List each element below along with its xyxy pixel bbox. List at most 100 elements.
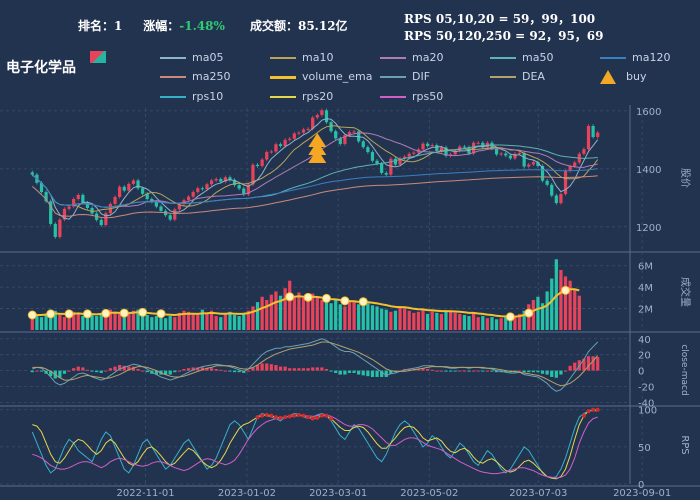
- legend-item-buy[interactable]: buy: [600, 70, 646, 84]
- macd-bar: [219, 369, 223, 371]
- legend-item-dea[interactable]: DEA: [490, 70, 545, 83]
- rps-high-dot: [310, 416, 315, 421]
- volume-bar: [380, 308, 384, 330]
- macd-bar: [352, 370, 356, 373]
- legend-item-rps20[interactable]: rps20: [270, 90, 333, 103]
- candle-body: [228, 177, 232, 180]
- rps-high-dot: [260, 413, 265, 418]
- candle-body: [338, 138, 342, 144]
- volume-bar: [141, 311, 145, 330]
- candle-body: [81, 194, 85, 203]
- candle-body: [481, 142, 485, 148]
- macd-bar: [39, 370, 44, 372]
- macd-bar: [288, 368, 292, 371]
- volume-bar: [283, 288, 287, 330]
- volume-ema-dot: [561, 285, 571, 295]
- macd-bar: [582, 358, 586, 371]
- legend-item-ma250[interactable]: ma250: [160, 70, 230, 83]
- volume-bar: [67, 313, 71, 330]
- buy-marker-icon: [308, 133, 327, 148]
- legend-item-ma120[interactable]: ma120: [600, 51, 670, 64]
- price-tick-label: 1600: [636, 107, 661, 118]
- macd-bar: [145, 370, 149, 373]
- legend-item-ma10[interactable]: ma10: [270, 51, 333, 64]
- price-tick-label: 1200: [636, 223, 661, 234]
- volume-ema-line: [32, 288, 580, 318]
- volume-bar: [347, 301, 352, 330]
- volume-bar: [444, 310, 448, 330]
- legend-item-dif[interactable]: DIF: [380, 70, 430, 83]
- candle-body: [76, 194, 80, 199]
- legend-item-volume-ema[interactable]: volume_ema: [270, 70, 372, 83]
- candle-body: [403, 156, 407, 159]
- volume-bar: [490, 317, 494, 330]
- volume-bar: [228, 311, 232, 330]
- legend-item-rps50[interactable]: rps50: [380, 90, 443, 103]
- volume-bar: [458, 313, 462, 330]
- candle-body: [380, 163, 384, 173]
- candle-body: [513, 153, 517, 159]
- legend-item-rps10[interactable]: rps10: [160, 90, 223, 103]
- candle-body: [306, 128, 310, 130]
- candle-body: [370, 152, 375, 161]
- macd-bar: [49, 370, 53, 377]
- candle-body: [122, 186, 126, 191]
- macd-bar: [255, 365, 260, 371]
- legend-item-ma50[interactable]: ma50: [490, 51, 553, 64]
- volume-ema-dot: [505, 312, 515, 322]
- volume-bar: [412, 312, 416, 330]
- volume-bar: [255, 302, 260, 330]
- volume-bar: [448, 311, 453, 330]
- buy-triangle-icon: [600, 70, 616, 84]
- volume-bar: [168, 316, 172, 330]
- volume-axis-label: 成交量: [679, 277, 692, 307]
- legend-item-ma05[interactable]: ma05: [160, 51, 223, 64]
- rank-label: 排名：: [78, 19, 115, 33]
- candle-body: [444, 147, 448, 156]
- candle-body: [288, 138, 292, 140]
- legend-line-icon: [160, 76, 186, 78]
- volume-bar: [131, 310, 136, 330]
- ma05-line: [31, 118, 599, 220]
- legend-item-ma20[interactable]: ma20: [380, 51, 443, 64]
- candle-body: [559, 194, 563, 204]
- macd-bar: [136, 369, 140, 371]
- volume-bar: [513, 316, 517, 330]
- volume-bar: [81, 316, 85, 330]
- candle-body: [329, 122, 333, 132]
- candle-body: [504, 153, 508, 156]
- volume-bar: [439, 313, 444, 330]
- stats-line: 排名：1 涨幅：-1.48% 成交额：85.12亿: [78, 17, 348, 34]
- volume-bar: [237, 316, 241, 330]
- legend-label: ma05: [192, 51, 224, 64]
- volume-bar: [329, 303, 333, 330]
- volume-bar: [127, 312, 131, 330]
- candle-body: [407, 153, 411, 157]
- volume-bar: [297, 292, 301, 330]
- volume-bar: [113, 311, 117, 330]
- volume-bar: [35, 316, 39, 330]
- volume-bar: [223, 313, 227, 330]
- volume-value: 85.12亿: [297, 19, 348, 33]
- volume-bar: [430, 311, 434, 330]
- legend-label: ma10: [302, 51, 334, 64]
- legend-label: ma120: [632, 51, 671, 64]
- macd-bar: [430, 369, 434, 371]
- candle-body: [563, 170, 568, 195]
- volume-bar: [99, 312, 103, 330]
- volume-bar: [242, 312, 246, 330]
- volume-bar: [173, 317, 177, 330]
- candle-body: [58, 219, 62, 237]
- candle-body: [315, 114, 319, 118]
- volume-bar: [76, 312, 80, 330]
- candle-body: [145, 193, 149, 199]
- macd-bar: [421, 368, 425, 371]
- macd-bar: [95, 370, 99, 373]
- macd-bar: [522, 370, 526, 373]
- macd-bar: [462, 370, 467, 372]
- macd-bar: [329, 370, 333, 372]
- macd-bar: [228, 370, 232, 372]
- volume-ema-dot: [119, 308, 129, 318]
- volume-bar: [504, 317, 508, 330]
